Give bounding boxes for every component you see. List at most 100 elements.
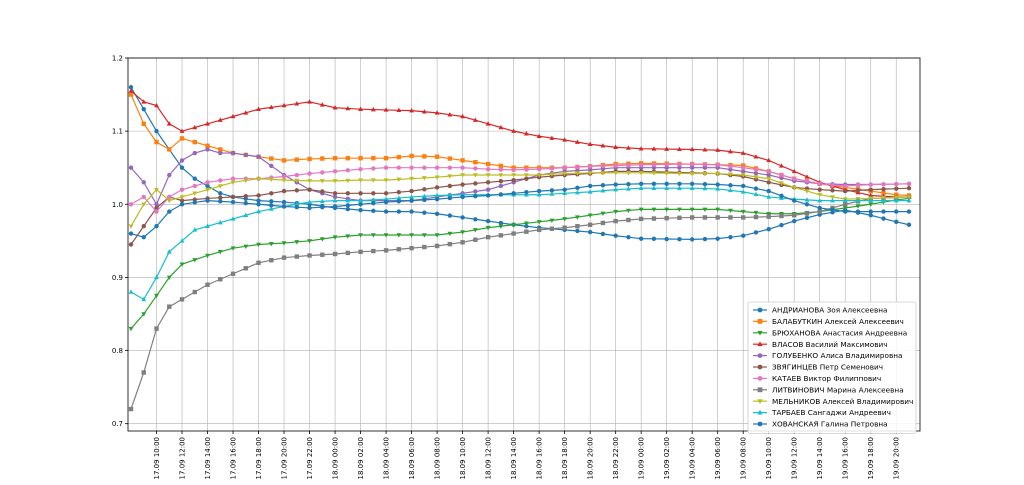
data-point	[830, 195, 835, 200]
data-point	[792, 198, 797, 203]
series-line	[130, 90, 909, 198]
data-point	[524, 167, 529, 172]
data-point	[422, 187, 427, 192]
data-point	[294, 205, 300, 210]
data-point	[205, 282, 210, 287]
data-point	[689, 161, 695, 167]
data-point	[893, 195, 899, 201]
data-point	[460, 182, 465, 187]
data-point	[256, 106, 261, 111]
data-point	[498, 179, 504, 184]
data-point	[791, 185, 797, 191]
legend-marker	[757, 399, 763, 405]
data-point	[881, 190, 886, 196]
data-point	[817, 197, 823, 203]
data-point	[626, 162, 631, 168]
data-point	[154, 205, 159, 211]
data-point	[804, 174, 810, 179]
x-tick-label: 19.09 20:00	[893, 437, 901, 479]
x-tick-label: 19.09 04:00	[689, 437, 697, 479]
data-point	[358, 202, 363, 207]
x-tick-label: 18.09 02:00	[357, 437, 365, 479]
data-point	[562, 190, 568, 196]
data-point	[600, 163, 606, 169]
data-point	[205, 143, 210, 148]
data-point	[613, 187, 619, 192]
legend: АНДРИАНОВА Зоя Алексеевна БАЛАБУТКИН Алек…	[747, 301, 917, 434]
data-point	[256, 176, 261, 182]
x-tick-label: 17.09 14:00	[204, 437, 212, 479]
data-point	[192, 227, 198, 232]
legend-marker	[757, 409, 763, 415]
data-point	[804, 189, 810, 194]
data-point	[689, 165, 695, 170]
data-point	[651, 181, 657, 186]
x-tick-label: 18.09 06:00	[408, 437, 416, 479]
data-point	[370, 233, 376, 238]
data-point	[677, 236, 682, 242]
data-point	[843, 188, 848, 194]
data-point	[269, 203, 274, 208]
data-point	[702, 165, 708, 170]
data-point	[600, 211, 606, 217]
data-point	[256, 202, 261, 207]
data-point	[626, 181, 631, 187]
data-point	[243, 178, 249, 184]
data-point	[485, 121, 491, 126]
data-point	[320, 252, 325, 257]
data-point	[281, 204, 287, 209]
data-point	[345, 197, 351, 203]
x-tick-label: 18.09 22:00	[612, 437, 620, 479]
data-point	[817, 181, 822, 186]
data-point	[383, 196, 389, 201]
data-point	[141, 121, 146, 127]
data-point	[422, 197, 427, 203]
data-point	[141, 194, 146, 200]
data-point	[332, 105, 338, 110]
data-point	[625, 186, 631, 191]
data-point	[154, 202, 159, 207]
legend-item: КАТАЕВ Виктор Филиппович	[753, 374, 881, 383]
data-point	[460, 194, 465, 200]
data-point	[192, 183, 197, 189]
legend-item: ЛИТВИНОВИЧ Марина Алексеевна	[753, 385, 904, 394]
y-tick-label: 0.7	[112, 420, 123, 428]
data-point	[651, 146, 657, 151]
data-point	[473, 237, 478, 242]
data-point	[485, 180, 491, 185]
data-point	[893, 197, 899, 203]
data-point	[167, 172, 172, 178]
data-point	[307, 171, 312, 176]
data-point	[460, 240, 465, 245]
data-point	[460, 230, 466, 235]
data-point	[587, 229, 593, 235]
data-point	[128, 88, 134, 93]
data-point	[141, 370, 146, 375]
data-point	[524, 229, 529, 234]
data-point	[894, 186, 899, 191]
data-point	[179, 165, 185, 170]
data-point	[141, 180, 146, 185]
data-point	[447, 195, 453, 201]
data-point	[447, 231, 453, 237]
data-point	[830, 182, 835, 188]
data-point	[740, 150, 746, 155]
data-point	[358, 191, 363, 196]
legend-item: ГОЛУБЕНКО Алиса Владимировна	[753, 351, 903, 360]
data-point	[523, 221, 529, 226]
data-point	[715, 182, 720, 187]
data-point	[549, 135, 555, 140]
data-point	[498, 173, 504, 178]
data-point	[396, 177, 402, 183]
data-point	[651, 207, 657, 213]
data-point	[473, 160, 478, 165]
data-point	[613, 209, 619, 215]
data-point	[753, 230, 759, 235]
data-point	[383, 178, 389, 183]
data-point	[269, 156, 274, 161]
x-tick-label: 17.09 20:00	[281, 437, 289, 479]
data-point	[358, 166, 363, 172]
data-point	[179, 187, 185, 192]
data-point	[638, 162, 644, 167]
data-point	[294, 172, 300, 178]
